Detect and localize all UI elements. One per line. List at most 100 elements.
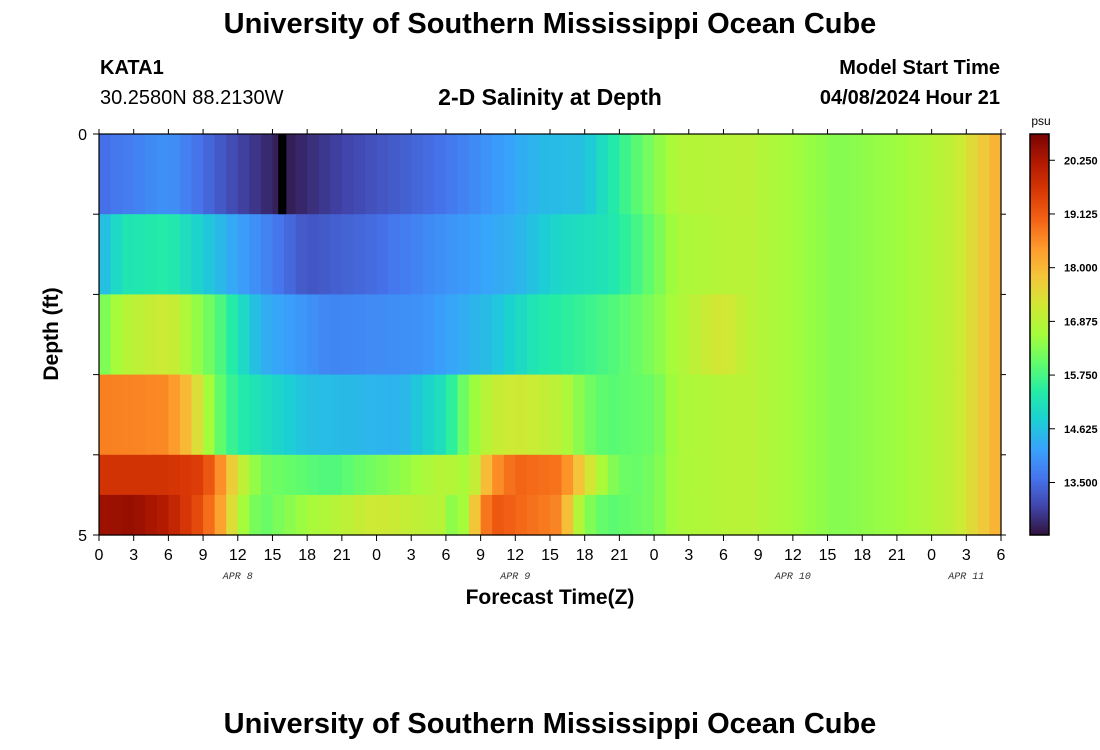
heatmap-cell bbox=[318, 214, 331, 295]
heatmap-cell bbox=[237, 294, 250, 376]
heatmap-cell bbox=[99, 294, 112, 376]
heatmap-cell bbox=[792, 214, 806, 295]
heatmap-cell bbox=[168, 134, 181, 215]
x-tick-label: 12 bbox=[229, 547, 247, 564]
heatmap-cell bbox=[931, 294, 944, 376]
heatmap-cell bbox=[677, 454, 690, 496]
heatmap-cell bbox=[677, 494, 690, 536]
heatmap-cell bbox=[445, 134, 459, 215]
heatmap-cell bbox=[920, 134, 933, 215]
heatmap-cell bbox=[260, 214, 274, 295]
heatmap-cell bbox=[133, 294, 146, 376]
heatmap-cell bbox=[330, 294, 343, 376]
heatmap-cell bbox=[804, 294, 817, 376]
heatmap-cell bbox=[526, 494, 540, 536]
heatmap-cell bbox=[122, 214, 135, 295]
heatmap-cell bbox=[573, 494, 586, 536]
heatmap-cell bbox=[654, 494, 667, 536]
heatmap-cell bbox=[792, 374, 806, 456]
heatmap-cell bbox=[896, 294, 910, 376]
heatmap-cell bbox=[237, 214, 250, 295]
heatmap-cell bbox=[746, 214, 759, 295]
heatmap-cell bbox=[411, 454, 424, 496]
heatmap-cell bbox=[364, 134, 378, 215]
heatmap-cell bbox=[665, 294, 678, 376]
heatmap-cell bbox=[353, 214, 366, 295]
x-tick-label: 6 bbox=[164, 547, 173, 564]
heatmap-cell bbox=[272, 214, 285, 295]
heatmap-cell bbox=[966, 374, 979, 456]
heatmap-cell bbox=[584, 214, 597, 295]
heatmap-cell bbox=[573, 214, 586, 295]
heatmap-cell bbox=[839, 294, 852, 376]
x-axis-ticks: 0 3 6 9 12 15 18 21 0 3 6 9 12 15 18 21 0 3 6 9 12 15 18 21 0 3 6 bbox=[95, 129, 1006, 564]
heatmap-cell bbox=[353, 494, 366, 536]
heatmap-cell bbox=[989, 134, 1002, 215]
heatmap-cell bbox=[434, 374, 447, 456]
heatmap-cell bbox=[769, 294, 782, 376]
heatmap-cell bbox=[943, 214, 956, 295]
heatmap-cell bbox=[318, 494, 331, 536]
heatmap-cell bbox=[885, 374, 898, 456]
heatmap-cell bbox=[954, 134, 967, 215]
heatmap-cell bbox=[388, 294, 401, 376]
day-labels: APR 8 APR 9 APR 10 APR 11 bbox=[222, 572, 985, 583]
heatmap-cell bbox=[850, 494, 863, 536]
heatmap-cell bbox=[792, 134, 806, 215]
heatmap-cell bbox=[411, 494, 424, 536]
heatmap-cell bbox=[827, 454, 840, 496]
heatmap-cell bbox=[307, 294, 320, 376]
heatmap-cell bbox=[260, 294, 274, 376]
heatmap-cell bbox=[943, 134, 956, 215]
heatmap-cell bbox=[191, 454, 204, 496]
heatmap-cell bbox=[908, 494, 921, 536]
heatmap-cell bbox=[954, 214, 967, 295]
colorbar-tick-label: 19.125 bbox=[1064, 209, 1098, 221]
heatmap-cell bbox=[989, 374, 1002, 456]
heatmap-cell bbox=[503, 454, 516, 496]
x-tick-label: 3 bbox=[407, 547, 416, 564]
heatmap-cell bbox=[388, 214, 401, 295]
heatmap-cell bbox=[607, 454, 620, 496]
heatmap-cell bbox=[943, 294, 956, 376]
heatmap-cell bbox=[769, 214, 782, 295]
heatmap-cell bbox=[630, 294, 644, 376]
heatmap-cell bbox=[272, 494, 285, 536]
heatmap-cell bbox=[411, 214, 424, 295]
heatmap-cell bbox=[619, 134, 632, 215]
heatmap-cell bbox=[133, 454, 146, 496]
day-label: APR 9 bbox=[499, 572, 530, 583]
heatmap-cell bbox=[677, 214, 690, 295]
heatmap-cell bbox=[214, 454, 227, 496]
heatmap-cell bbox=[931, 214, 944, 295]
heatmap-cell bbox=[284, 454, 297, 496]
heatmap-cell bbox=[364, 454, 378, 496]
heatmap-cell bbox=[550, 454, 563, 496]
heatmap-cell bbox=[226, 134, 239, 215]
heatmap-cell bbox=[920, 454, 933, 496]
heatmap-cell bbox=[746, 294, 759, 376]
heatmap-cell bbox=[688, 294, 701, 376]
x-tick-label: 12 bbox=[506, 547, 524, 564]
heatmap-cell bbox=[538, 454, 551, 496]
heatmap-cell bbox=[388, 494, 401, 536]
x-axis-label: Forecast Time(Z) bbox=[466, 586, 635, 609]
heatmap-cell bbox=[341, 134, 355, 215]
heatmap-cell bbox=[815, 214, 829, 295]
heatmap-cell bbox=[503, 374, 516, 456]
heatmap-cell bbox=[307, 134, 320, 215]
heatmap-cell bbox=[920, 374, 933, 456]
heatmap-cell bbox=[145, 294, 158, 376]
heatmap-cell bbox=[619, 374, 632, 456]
heatmap-cell bbox=[318, 374, 331, 456]
heatmap-cell bbox=[526, 454, 540, 496]
heatmap-cell bbox=[954, 294, 967, 376]
heatmap-cell bbox=[434, 214, 447, 295]
heatmap-cell bbox=[596, 294, 609, 376]
heatmap-cell bbox=[214, 214, 227, 295]
colorbar-unit: psu bbox=[1031, 114, 1050, 128]
heatmap-cell bbox=[561, 294, 574, 376]
heatmap-cell bbox=[931, 374, 944, 456]
heatmap-cell bbox=[307, 214, 320, 295]
heatmap-cell bbox=[330, 214, 343, 295]
